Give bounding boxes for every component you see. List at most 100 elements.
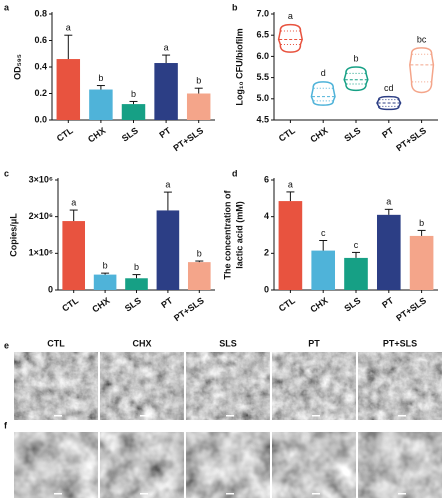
x-tick-label: CTL (277, 125, 297, 144)
annotation: b (98, 73, 103, 83)
annotation: d (321, 68, 326, 78)
y-tick-label: 7.0 (256, 8, 269, 18)
violin (277, 23, 303, 53)
bar (187, 262, 211, 290)
y-tick-label: 0.6 (34, 35, 47, 45)
bar (156, 210, 180, 290)
scale-bar (312, 493, 320, 495)
bar (311, 250, 336, 290)
scale-bar (140, 415, 148, 417)
scale-bar (54, 493, 62, 495)
micrograph-grid: e f CTL CHX SLS PT PT+SLS (4, 338, 442, 498)
bar (121, 104, 146, 120)
x-tick-label: SLS (123, 295, 143, 313)
annotation: b (353, 53, 358, 63)
annotation: b (419, 218, 424, 228)
y-tick-label: 4 (264, 211, 269, 221)
scale-bar (226, 493, 234, 495)
micrograph (14, 432, 98, 498)
annotation: a (288, 11, 293, 21)
x-tick-label: SLS (342, 125, 362, 143)
annotation: b (197, 248, 202, 258)
micrograph (100, 432, 184, 498)
column-header: SLS (219, 338, 237, 348)
scale-bar (226, 415, 234, 417)
y-tick-label: 0.0 (34, 114, 47, 124)
y-tick-label: 1×10⁶ (29, 248, 53, 258)
bar (125, 278, 148, 290)
column-header: CHX (132, 338, 151, 348)
y-tick-label: 6.5 (256, 30, 269, 40)
y-tick-label: 5.5 (256, 72, 269, 82)
x-tick-label: CHX (90, 295, 111, 314)
bar (62, 221, 86, 290)
annotation: a (164, 42, 169, 52)
violin (343, 66, 369, 92)
micrograph (14, 352, 98, 420)
x-tick-label: PT+SLS (394, 295, 428, 323)
x-tick-label: PT (157, 125, 173, 140)
x-tick-label: CTL (60, 295, 80, 314)
x-tick-label: CTL (55, 125, 75, 144)
bar (409, 235, 434, 290)
x-tick-label: PT+SLS (171, 125, 205, 153)
micrograph (272, 432, 356, 498)
micrograph (186, 352, 270, 420)
y-tick-label: 0.4 (34, 61, 47, 71)
micrograph (186, 432, 270, 498)
annotation: cd (384, 83, 394, 93)
y-axis-label: OD₅₉₅ (12, 54, 22, 80)
scale-bar (312, 415, 320, 417)
scale-bar (54, 415, 62, 417)
annotation: b (134, 262, 139, 272)
annotation: b (103, 261, 108, 271)
bar (89, 89, 113, 120)
bar (154, 63, 178, 120)
y-axis-label: The concentration of (222, 190, 232, 280)
bar (278, 201, 303, 290)
annotation: b (196, 76, 201, 86)
panel-letter: f (4, 420, 8, 430)
y-tick-label: 6 (264, 174, 269, 184)
scale-bar (398, 493, 406, 495)
y-tick-label: 0.8 (34, 8, 47, 18)
x-tick-label: PT (380, 125, 396, 140)
y-tick-label: 3×10⁶ (29, 174, 53, 184)
x-tick-label: CTL (277, 295, 297, 314)
x-tick-label: PT (380, 295, 396, 310)
scale-bar (140, 493, 148, 495)
x-tick-label: PT+SLS (394, 125, 428, 153)
violin (310, 81, 336, 106)
x-tick-label: SLS (342, 295, 362, 313)
y-tick-label: 6.0 (256, 51, 269, 61)
scale-bar (398, 415, 406, 417)
annotation: a (386, 197, 391, 207)
x-tick-label: CHX (308, 125, 329, 144)
y-tick-label: 2 (264, 248, 269, 258)
x-tick-label: SLS (120, 125, 140, 143)
y-axis-label: Copies/μL (8, 213, 18, 257)
panel-letter: a (4, 2, 10, 12)
annotation: bc (417, 34, 427, 44)
y-tick-label: 0 (48, 284, 53, 294)
annotation: b (131, 89, 136, 99)
micrograph (100, 352, 184, 420)
y-axis-label: Log₁₀ CFU/biofilm (234, 28, 244, 105)
y-tick-label: 0 (264, 284, 269, 294)
y-axis-label: lactic acid (mM) (234, 201, 244, 269)
annotation: c (321, 228, 326, 238)
annotation: c (354, 240, 359, 250)
violin (409, 47, 435, 94)
column-header: PT+SLS (383, 338, 417, 348)
micrograph (272, 352, 356, 420)
bar (344, 257, 368, 290)
y-tick-label: 4.5 (256, 114, 269, 124)
panel-letter: b (232, 2, 238, 12)
panel-letter: c (4, 168, 9, 178)
annotation: a (71, 197, 76, 207)
x-tick-label: CHX (86, 125, 107, 144)
x-tick-label: PT (159, 295, 175, 310)
panel-letter: e (4, 340, 9, 350)
micrograph (358, 432, 442, 498)
